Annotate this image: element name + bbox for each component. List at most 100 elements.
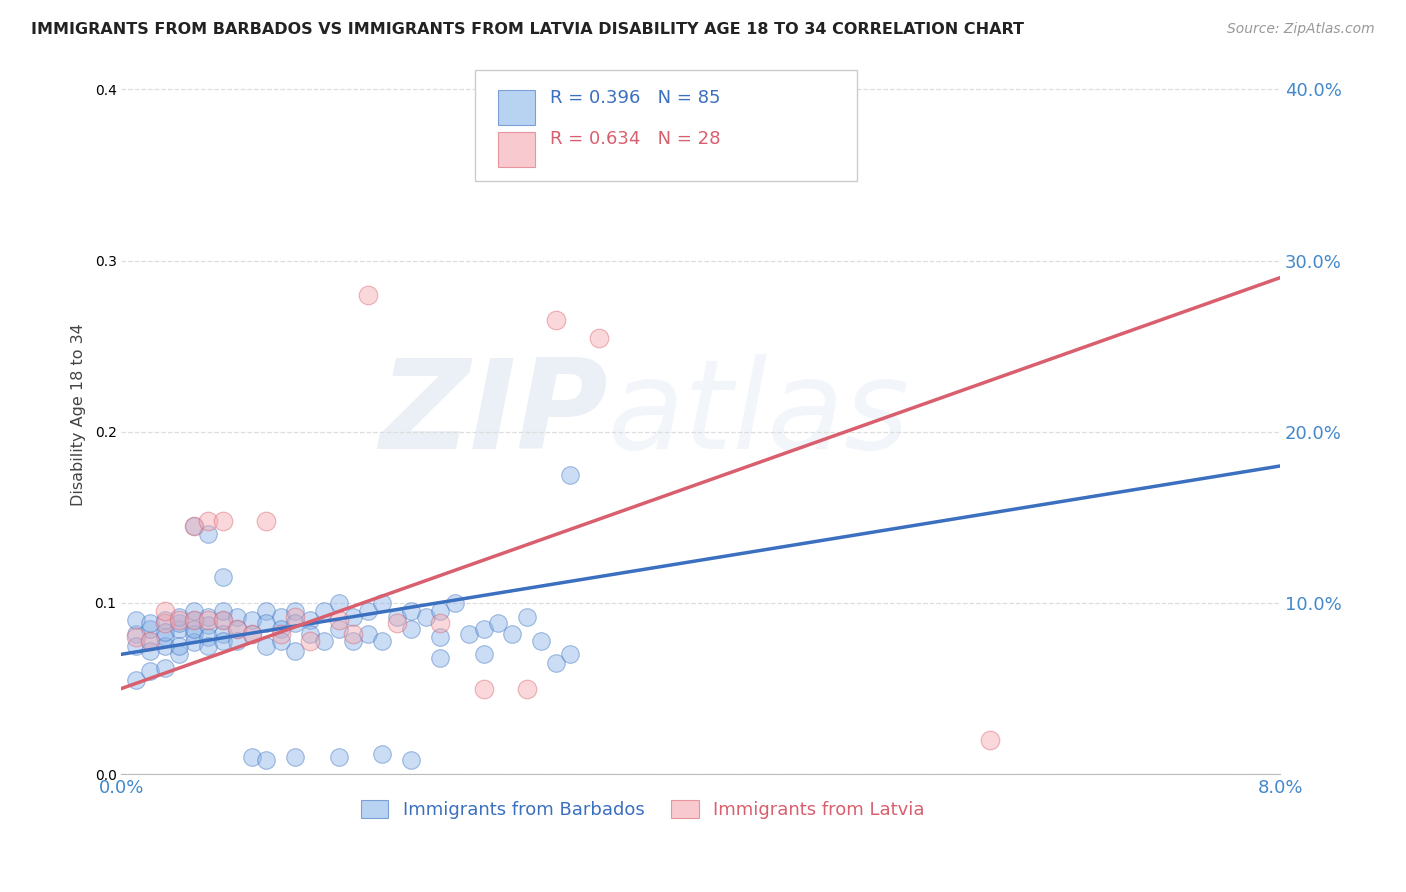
Point [211, 570, 233, 584]
Point [415, 609, 437, 624]
Point [125, 673, 148, 687]
FancyBboxPatch shape [475, 70, 858, 181]
Point [211, 514, 233, 528]
Point [139, 622, 162, 636]
Point [298, 633, 321, 648]
Point [139, 633, 162, 648]
Point [153, 630, 176, 644]
Point [270, 633, 292, 648]
Point [399, 754, 422, 768]
Point [183, 605, 205, 619]
Point [342, 609, 364, 624]
Point [443, 596, 465, 610]
Point [240, 626, 263, 640]
Point [254, 514, 277, 528]
Point [834, 117, 856, 131]
Point [139, 616, 162, 631]
Point [169, 639, 191, 653]
Point [501, 626, 523, 640]
Point [153, 625, 176, 640]
Point [211, 605, 233, 619]
Point [254, 639, 277, 653]
Point [197, 609, 219, 624]
Point [153, 639, 176, 653]
Point [314, 633, 336, 648]
Point [125, 630, 148, 644]
Point [560, 467, 582, 482]
Point [169, 616, 191, 631]
Point [328, 613, 350, 627]
Point [254, 605, 277, 619]
Point [544, 656, 567, 670]
Y-axis label: Disability Age 18 to 34: Disability Age 18 to 34 [72, 323, 86, 506]
Point [270, 609, 292, 624]
Point [516, 681, 538, 696]
Point [342, 626, 364, 640]
Point [458, 626, 481, 640]
Point [516, 609, 538, 624]
Point [183, 635, 205, 649]
Point [284, 750, 307, 764]
Point [226, 622, 249, 636]
Point [979, 732, 1001, 747]
Point [270, 626, 292, 640]
Point [197, 527, 219, 541]
Point [125, 626, 148, 640]
Text: atlas: atlas [607, 354, 910, 475]
Point [240, 750, 263, 764]
Point [385, 609, 408, 624]
Point [429, 605, 451, 619]
Point [139, 665, 162, 679]
Point [169, 609, 191, 624]
Point [560, 648, 582, 662]
Point [472, 681, 495, 696]
Point [486, 616, 509, 631]
Point [197, 613, 219, 627]
Point [211, 613, 233, 627]
Point [356, 287, 378, 301]
Point [211, 633, 233, 648]
Point [183, 519, 205, 533]
Point [328, 622, 350, 636]
Point [226, 633, 249, 648]
Point [153, 613, 176, 627]
Point [270, 622, 292, 636]
Point [183, 613, 205, 627]
Point [284, 605, 307, 619]
FancyBboxPatch shape [498, 90, 536, 125]
Point [183, 519, 205, 533]
Point [356, 626, 378, 640]
Point [197, 514, 219, 528]
Text: IMMIGRANTS FROM BARBADOS VS IMMIGRANTS FROM LATVIA DISABILITY AGE 18 TO 34 CORRE: IMMIGRANTS FROM BARBADOS VS IMMIGRANTS F… [31, 22, 1024, 37]
Legend: Immigrants from Barbados, Immigrants from Latvia: Immigrants from Barbados, Immigrants fro… [354, 793, 932, 826]
Point [125, 639, 148, 653]
Point [197, 630, 219, 644]
Text: Source: ZipAtlas.com: Source: ZipAtlas.com [1227, 22, 1375, 37]
Point [472, 648, 495, 662]
Point [139, 644, 162, 658]
Point [153, 616, 176, 631]
Point [356, 605, 378, 619]
Point [183, 613, 205, 627]
Point [429, 630, 451, 644]
Point [139, 633, 162, 648]
Point [197, 618, 219, 632]
Point [169, 622, 191, 636]
Text: R = 0.634   N = 28: R = 0.634 N = 28 [550, 130, 721, 148]
Point [183, 626, 205, 640]
Point [371, 633, 394, 648]
Point [211, 626, 233, 640]
Point [125, 613, 148, 627]
Point [197, 639, 219, 653]
Point [226, 622, 249, 636]
Point [169, 648, 191, 662]
Point [314, 605, 336, 619]
Point [298, 626, 321, 640]
Point [399, 622, 422, 636]
Point [328, 750, 350, 764]
Point [254, 616, 277, 631]
Point [153, 661, 176, 675]
Point [544, 313, 567, 327]
Text: R = 0.396   N = 85: R = 0.396 N = 85 [550, 89, 721, 107]
Point [183, 622, 205, 636]
